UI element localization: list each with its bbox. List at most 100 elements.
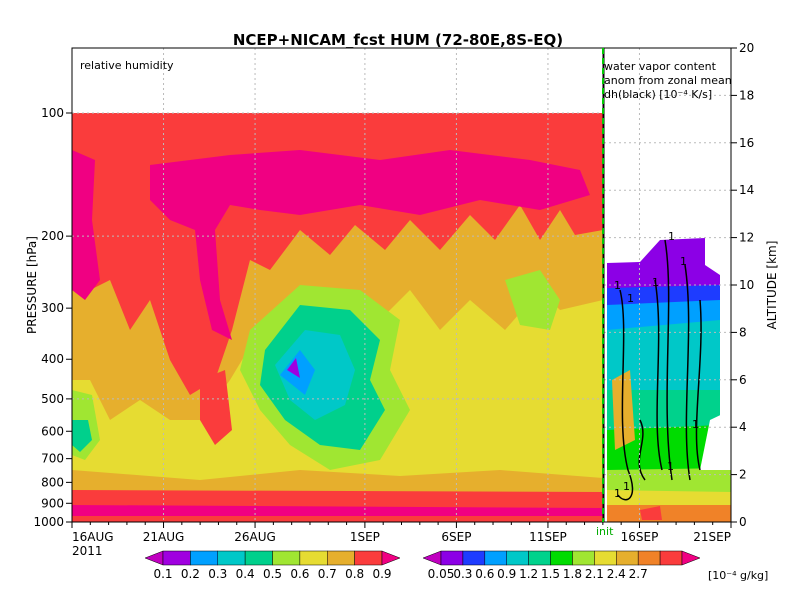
altitude-tick-label: 20 (739, 41, 754, 55)
colorbar-label: 0.5 (263, 567, 282, 581)
altitude-tick-label: 16 (739, 136, 754, 150)
colorbar-label: 0.3 (208, 567, 227, 581)
init-label: init (596, 525, 614, 538)
time-tick-label: 1SEP (350, 530, 380, 544)
rh-colorbar: 0.1 0.2 0.3 0.4 0.5 0.6 0.7 0.8 0.9 (144, 550, 401, 581)
relative-humidity-panel (72, 113, 603, 522)
colorbar-end-high (681, 550, 701, 566)
wv-white-patch (700, 410, 731, 470)
rh-region-0.9c (72, 505, 603, 516)
colorbar-label: 0.1 (153, 567, 172, 581)
altitude-tick-label: 10 (739, 278, 754, 292)
pressure-tick-label: 700 (41, 452, 64, 466)
altitude-tick-label: 4 (739, 420, 747, 434)
time-tick-label: 16AUG (72, 530, 114, 544)
colorbar-segment (462, 550, 486, 566)
colorbar-segment (440, 550, 464, 566)
left-plot-frame (71, 47, 604, 523)
contour-line (664, 239, 673, 481)
contour-label: 1 (680, 255, 687, 268)
right-panel-annotation-line-1: water vapor content (604, 60, 717, 73)
colorbar-label: 2.4 (607, 567, 626, 581)
pressure-axis-label: PRESSURE [hPa] (25, 236, 39, 334)
colorbar-label: 0.05 (428, 567, 455, 581)
contour-line (654, 279, 663, 471)
time-tick-label: 16SEP (621, 530, 659, 544)
colorbar-segment (327, 550, 355, 566)
pressure-tick-label: 200 (41, 229, 64, 243)
rh-region-0.5c (505, 270, 560, 330)
colorbar-label: 0.9 (372, 567, 391, 581)
time-tick-label: 26AUG (234, 530, 276, 544)
contour-label: 1 (692, 418, 699, 431)
pressure-tick-label: 900 (41, 496, 64, 510)
left-panel-annotation: relative humidity (80, 59, 174, 72)
colorbar-segment (616, 550, 639, 566)
rh-region-0.8c (200, 370, 232, 445)
colorbar-segment (550, 550, 573, 566)
wv-colorbar-unit: [10⁻⁴ g/kg] (708, 569, 768, 582)
altitude-tick-label: 14 (739, 183, 754, 197)
altitude-axis-label: ALTITUDE [km] (765, 241, 779, 330)
altitude-tick-label: 12 (739, 231, 754, 245)
contour-label: 1 (614, 279, 621, 292)
rh-region-0.4b (72, 420, 92, 452)
contour-label: 1 (627, 292, 634, 305)
colorbar-label: 2.7 (629, 567, 648, 581)
wv-colorbar: 0.05 0.3 0.6 0.9 1.2 1.5 1.8 2.1 2.4 2.7 (422, 550, 701, 581)
colorbar-label: 1.5 (541, 567, 560, 581)
colorbar-segment (484, 550, 507, 566)
wv-region-orange-patch (612, 370, 635, 450)
colorbar-end-high (381, 550, 401, 566)
contour-line (638, 419, 646, 481)
rh-region-0.1 (287, 358, 300, 378)
colorbar-segment (272, 550, 301, 566)
water-vapor-panel (604, 48, 731, 522)
chart-title: NCEP+NICAM_fcst HUM (72-80E,8S-EQ) (233, 31, 563, 49)
altitude-tick-label: 6 (739, 373, 747, 387)
contour-line (684, 264, 691, 481)
heating-contours (617, 239, 702, 501)
colorbar-segment (354, 550, 383, 566)
colorbar-segment (528, 550, 551, 566)
colorbar-label: 0.8 (345, 567, 364, 581)
contour-label: 1 (623, 480, 630, 493)
time-tick-label: 21AUG (143, 530, 185, 544)
time-tick-label: 21SEP (693, 530, 731, 544)
colorbar-segment (217, 550, 246, 566)
pressure-tick-label: 500 (41, 392, 64, 406)
time-axis: 16AUG 21AUG 26AUG 1SEP 6SEP 11SEP 16SEP 21SEP (71, 522, 732, 544)
pressure-tick-label: 600 (41, 424, 64, 438)
colorbar-segment (594, 550, 617, 566)
colorbar-segment (299, 550, 328, 566)
rh-region-0.9 (150, 150, 590, 340)
contour-line (617, 289, 634, 501)
colorbar-segment (659, 550, 683, 566)
colorbar-segment (162, 550, 191, 566)
time-tick-label: 6SEP (441, 530, 471, 544)
year-label: 2011 (72, 544, 103, 558)
colorbar-segment (244, 550, 273, 566)
rh-region-0.3 (275, 330, 355, 420)
time-tick-label: 11SEP (529, 530, 567, 544)
contour-labels: 1 1 1 1 1 1 1 1 1 (614, 230, 699, 500)
wv-region-orange (607, 505, 731, 522)
altitude-axis: 0 2 4 6 8 10 12 14 16 18 20 (731, 41, 754, 529)
colorbar-segment (506, 550, 529, 566)
grid (72, 48, 731, 522)
colorbar-label: 0.6 (290, 567, 309, 581)
wv-region-red (640, 506, 662, 520)
colorbar-end-low (144, 550, 164, 566)
contour-label: 1 (667, 460, 674, 473)
pressure-tick-label: 800 (41, 475, 64, 489)
right-panel-annotation-line-2: anom from zonal mean (604, 74, 732, 87)
altitude-tick-label: 2 (739, 468, 747, 482)
colorbar-label: 0.3 (453, 567, 472, 581)
rh-region-0.9b (72, 150, 100, 300)
contour-label: 1 (614, 487, 621, 500)
right-panel-annotation-line-3: dh(black) [10⁻⁴ K/s] (604, 88, 712, 101)
colorbar-label: 0.7 (318, 567, 337, 581)
colorbar-segment (572, 550, 595, 566)
colorbar-label: 0.2 (181, 567, 200, 581)
